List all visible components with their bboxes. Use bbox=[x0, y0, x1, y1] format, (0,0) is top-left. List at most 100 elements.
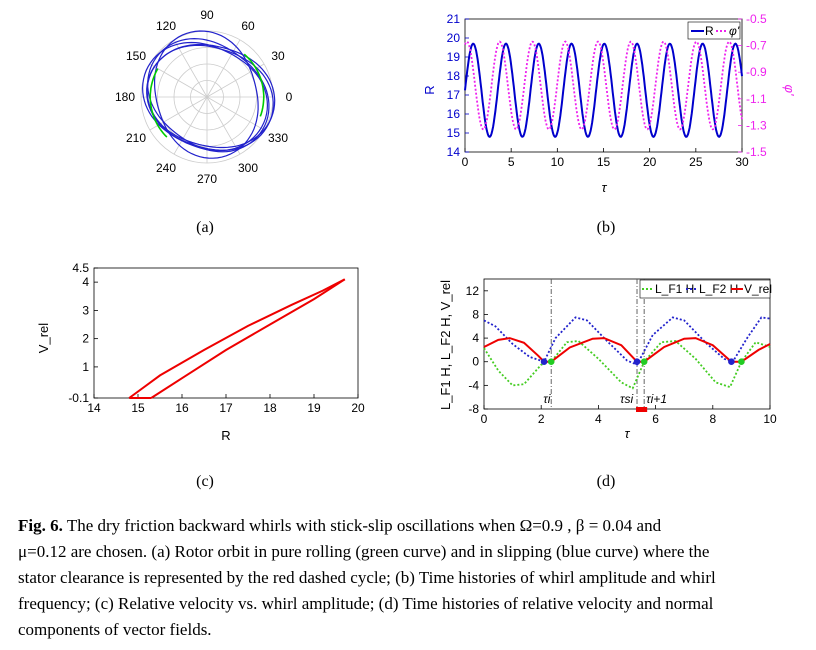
c-xtick-label-19: 19 bbox=[307, 401, 321, 415]
c-xtick-label-17: 17 bbox=[219, 401, 233, 415]
d-ytick-label-12: 12 bbox=[466, 284, 480, 298]
d-xtick-label-2: 2 bbox=[538, 412, 545, 426]
polar-angle-label-90: 90 bbox=[200, 8, 214, 22]
c-xlabel: R bbox=[221, 428, 230, 443]
d-ytick-label--8: -8 bbox=[468, 402, 479, 416]
b-ytick-right-label--1.3: -1.3 bbox=[746, 118, 767, 132]
b-ylabel-left: R bbox=[422, 85, 437, 94]
figure-caption: Fig. 6. The dry friction backward whirls… bbox=[18, 513, 800, 643]
c-xtick-label-14: 14 bbox=[87, 401, 101, 415]
d-ytick-label-0: 0 bbox=[472, 355, 479, 369]
b-ytick-label-14: 14 bbox=[447, 145, 461, 159]
d-xlabel: τ bbox=[625, 426, 631, 441]
d-xtick-label-6: 6 bbox=[652, 412, 659, 426]
c-ytick-label-1: 1 bbox=[82, 360, 89, 374]
subfigure-label-d: (d) bbox=[597, 473, 616, 490]
polar-slip-orbit-3 bbox=[146, 44, 274, 151]
polar-angle-label-120: 120 bbox=[156, 19, 176, 33]
line-plot-d: 0 2 4 6 8 10 -8 -4 0 4 8 12 τi τsi τi+1 L_F1 H L_F2 H V_r… bbox=[438, 278, 777, 441]
polar-spoke-120 bbox=[173, 39, 208, 98]
d-xtick-label-10: 10 bbox=[763, 412, 777, 426]
b-xlabel: τ bbox=[602, 180, 608, 195]
polar-angle-label-180: 180 bbox=[115, 90, 135, 104]
caption-line-5: components of vector fields. bbox=[18, 620, 212, 639]
b-xtick-label-25: 25 bbox=[689, 155, 703, 169]
d-series-0 bbox=[483, 340, 771, 390]
b-ytick-right-label--0.5: -0.5 bbox=[746, 12, 767, 26]
c-xtick-label-20: 20 bbox=[351, 401, 365, 415]
caption-text-1: The dry friction backward whirls with st… bbox=[66, 516, 662, 535]
c-axes-box bbox=[93, 267, 359, 399]
b-ytick-right-label--1.1: -1.1 bbox=[746, 92, 767, 106]
d-red-xbar bbox=[636, 407, 648, 412]
b-legend-label-R: R bbox=[705, 24, 714, 38]
b-ytick-label-19: 19 bbox=[447, 50, 461, 64]
caption-line-2: μ=0.12 are chosen. (a) Rotor orbit in pu… bbox=[18, 542, 710, 561]
polar-slip-orbit-4 bbox=[154, 30, 259, 159]
b-legend-box bbox=[687, 21, 741, 40]
d-marker-blue-1 bbox=[633, 358, 641, 366]
polar-angle-label-210: 210 bbox=[126, 131, 146, 145]
c-xtick-label-18: 18 bbox=[263, 401, 277, 415]
c-ytick-label-4: 4 bbox=[82, 275, 89, 289]
b-ylabel-right: φ' bbox=[782, 85, 797, 96]
b-ytick-label-20: 20 bbox=[447, 31, 461, 45]
subfigure-label-b: (b) bbox=[597, 219, 616, 236]
d-legend-label-1: L_F2 H bbox=[699, 282, 738, 296]
caption-line-1: Fig. 6. The dry friction backward whirls… bbox=[18, 513, 800, 539]
line-plot-b: 0 5 10 15 20 25 30 14 15 16 17 18 19 20 21 -0.5 -0.7 -0.9… bbox=[422, 12, 797, 195]
d-marker-blue-2 bbox=[728, 358, 735, 366]
b-xtick-label-0: 0 bbox=[462, 155, 469, 169]
subfigure-label-a: (a) bbox=[196, 219, 214, 236]
b-xtick-label-5: 5 bbox=[508, 155, 515, 169]
b-series-phi bbox=[464, 40, 743, 131]
d-marker-green-0 bbox=[547, 358, 555, 366]
d-legend-label-0: L_F1 H bbox=[655, 282, 694, 296]
polar-roll-arc-0 bbox=[243, 53, 265, 117]
c-ylabel: V_rel bbox=[36, 323, 51, 353]
d-legend-box bbox=[639, 279, 771, 299]
c-ytick-label-3: 3 bbox=[82, 303, 89, 317]
c-ytick-label--0.1: -0.1 bbox=[68, 391, 89, 405]
caption-line-3: stator clearance is represented by the r… bbox=[18, 568, 716, 587]
polar-spoke-60 bbox=[206, 39, 241, 98]
d-annot-tau-i: τi bbox=[543, 392, 550, 406]
c-ytick-label-2: 2 bbox=[82, 332, 89, 346]
polar-angle-label-300: 300 bbox=[238, 161, 258, 175]
b-xtick-label-10: 10 bbox=[551, 155, 565, 169]
c-ytick-label-4.5: 4.5 bbox=[72, 261, 89, 275]
caption-prefix: Fig. 6. bbox=[18, 516, 63, 535]
b-ytick-label-15: 15 bbox=[447, 126, 461, 140]
b-ytick-label-21: 21 bbox=[447, 12, 461, 26]
line-plot-c: 14 15 16 17 18 19 20 -0.1 1 2 3 44.5 R V_rel bbox=[36, 261, 365, 443]
d-marker-green-1 bbox=[640, 358, 648, 366]
d-annot-tau-si: τsi bbox=[620, 392, 633, 406]
d-legend-label-2: V_rel bbox=[744, 282, 772, 296]
b-ytick-label-17: 17 bbox=[447, 88, 461, 102]
b-xtick-label-20: 20 bbox=[643, 155, 657, 169]
polar-slip-orbit-0 bbox=[146, 43, 276, 149]
b-series-R bbox=[464, 42, 743, 139]
b-ytick-right-label--0.9: -0.9 bbox=[746, 65, 767, 79]
polar-angle-label-30: 30 bbox=[271, 49, 285, 63]
d-ylabel: L_F1 H, L_F2 H, V_rel bbox=[438, 280, 453, 410]
d-ytick-label-8: 8 bbox=[472, 307, 479, 321]
d-ytick-label-4: 4 bbox=[472, 331, 479, 345]
b-ytick-right-label--0.7: -0.7 bbox=[746, 39, 767, 53]
d-xtick-label-0: 0 bbox=[481, 412, 488, 426]
polar-spoke-300 bbox=[206, 96, 241, 155]
subfigure-label-c: (c) bbox=[196, 473, 214, 490]
c-curve-upper bbox=[128, 278, 346, 399]
polar-angle-label-60: 60 bbox=[241, 19, 255, 33]
d-marker-green-2 bbox=[738, 358, 745, 366]
polar-spoke-240 bbox=[173, 96, 208, 155]
d-series-2 bbox=[483, 337, 771, 363]
d-axes-box bbox=[483, 278, 771, 410]
c-xtick-label-16: 16 bbox=[175, 401, 189, 415]
polar-angle-label-150: 150 bbox=[126, 49, 146, 63]
polar-slip-orbit-2 bbox=[141, 41, 269, 152]
polar-angle-label-0: 0 bbox=[286, 90, 293, 104]
polar-angle-label-270: 270 bbox=[197, 172, 217, 186]
polar-roll-arc-1 bbox=[149, 68, 168, 138]
